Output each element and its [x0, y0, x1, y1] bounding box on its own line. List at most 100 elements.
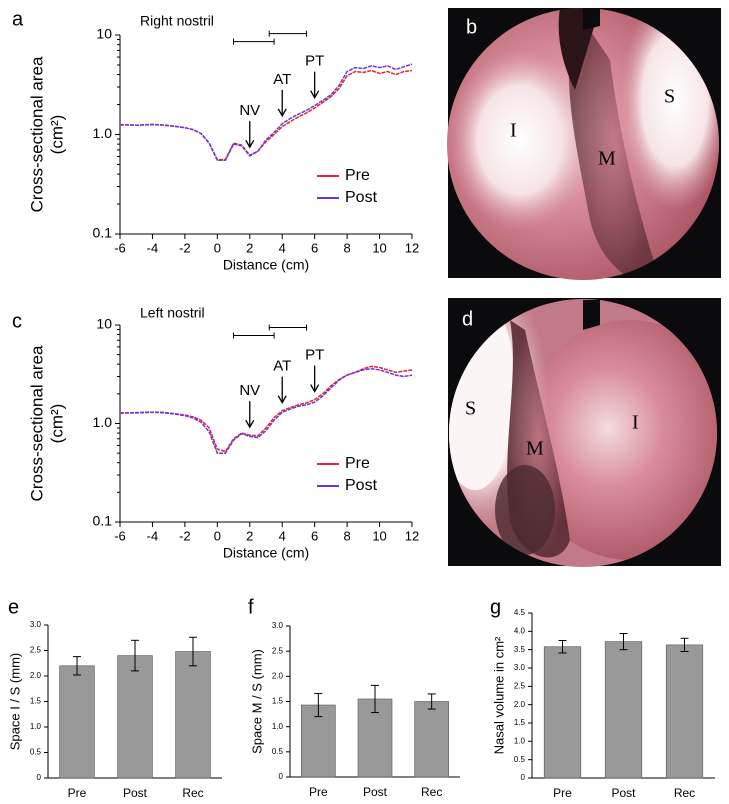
x-tick-label: Rec: [674, 786, 695, 800]
x-tick-label: -2: [179, 528, 191, 543]
annotation-label: AT: [273, 358, 291, 375]
x-tick-label: 10: [372, 528, 386, 543]
subtitle: Left nostril: [140, 305, 205, 321]
y-axis-label: (cm²): [47, 404, 66, 444]
series-line: [120, 365, 413, 453]
annotation-label: AT: [273, 71, 291, 88]
bar: [543, 646, 582, 779]
y-tick-label: 0.5: [30, 748, 42, 757]
y-tick-label: 0: [37, 773, 42, 782]
legend-label: Post: [345, 189, 378, 206]
y-tick-label: 1.0: [30, 722, 42, 731]
x-tick-label: -6: [114, 528, 126, 543]
panel-label: f: [248, 596, 254, 618]
y-tick-label: 2.0: [30, 671, 42, 680]
x-tick-label: 2: [246, 240, 253, 255]
x-tick-label: 2: [246, 528, 253, 543]
photo-label: S: [465, 398, 476, 420]
x-tick-label: 0: [214, 240, 221, 255]
x-tick-label: 8: [343, 240, 350, 255]
y-tick-label: 2.5: [272, 646, 284, 655]
photo-label: S: [664, 86, 675, 108]
y-tick-label: 2.0: [272, 671, 284, 680]
x-tick-label: -6: [114, 240, 126, 255]
y-axis-label: Cross-sectional area: [27, 345, 46, 501]
x-tick-label: Pre: [68, 786, 87, 800]
x-tick-label: Post: [123, 786, 148, 800]
x-tick-label: 4: [279, 240, 286, 255]
arrow-head: [310, 384, 320, 393]
y-tick-label: 0.5: [272, 747, 284, 756]
y-tick-label: 1.0: [272, 722, 284, 731]
bar: [59, 665, 95, 779]
x-tick-label: 0: [214, 528, 221, 543]
x-tick-label: Rec: [421, 785, 442, 799]
panel-label: c: [12, 310, 22, 332]
panel-label: a: [12, 8, 24, 30]
x-tick-label: 4: [279, 528, 286, 543]
x-axis-label: Distance (cm): [223, 545, 309, 561]
arrow-head: [277, 395, 287, 404]
bar: [175, 651, 211, 779]
y-tick-label: 10: [96, 26, 112, 42]
x-tick-label: -2: [179, 240, 191, 255]
arrow-head: [245, 419, 255, 429]
x-tick-label: 10: [372, 240, 386, 255]
photo-label: I: [510, 120, 517, 142]
legend-label: Pre: [345, 455, 370, 472]
y-tick-label: 0: [521, 773, 526, 782]
y-tick-label: 3.0: [30, 620, 42, 629]
panel-label: b: [466, 16, 477, 38]
photo-d: [448, 298, 721, 567]
y-tick-label: 3.0: [272, 621, 284, 630]
y-tick-label: 1.5: [30, 697, 42, 706]
x-tick-label: Rec: [182, 786, 203, 800]
y-axis-label: Space M / S (mm): [249, 649, 264, 754]
x-tick-label: Post: [611, 786, 636, 800]
y-tick-label: 1.0: [93, 414, 113, 430]
subtitle: Right nostril: [140, 13, 214, 29]
y-tick-label: 1.0: [93, 125, 113, 141]
panel-label: g: [490, 596, 501, 618]
x-tick-label: Pre: [553, 786, 572, 800]
arrow-head: [277, 108, 287, 118]
x-tick-label: Pre: [309, 785, 328, 799]
x-tick-label: -4: [147, 240, 159, 255]
x-tick-label: 8: [343, 528, 350, 543]
y-tick-label: 4.0: [514, 626, 526, 635]
y-tick-label: 3.5: [514, 645, 526, 654]
bar: [117, 655, 153, 779]
y-tick-label: 1.5: [514, 718, 526, 727]
y-axis-label: (cm²): [47, 115, 66, 155]
y-tick-label: 1.5: [272, 697, 284, 706]
arrow-head: [245, 139, 255, 149]
photo-label: M: [526, 438, 544, 460]
y-tick-label: 0.1: [93, 513, 113, 529]
y-tick-label: 10: [96, 316, 112, 332]
photo-b: [447, 8, 721, 280]
series-line: [119, 367, 413, 454]
x-tick-label: 12: [405, 528, 419, 543]
y-tick-label: 0.1: [93, 225, 113, 241]
panel-label: d: [462, 308, 473, 330]
y-tick-label: 1.0: [514, 736, 526, 745]
y-tick-label: 2.5: [30, 646, 42, 655]
x-tick-label: 12: [405, 240, 419, 255]
y-tick-label: 3.0: [514, 663, 526, 672]
x-tick-label: Post: [363, 785, 388, 799]
annotation-label: NV: [239, 382, 260, 399]
photo-label: M: [598, 148, 616, 170]
series-line: [120, 63, 413, 162]
y-tick-label: 2.5: [514, 681, 526, 690]
x-tick-label: -4: [147, 528, 159, 543]
y-tick-label: 0.5: [514, 755, 526, 764]
bar: [604, 641, 643, 779]
y-axis-label: Space I / S (mm): [7, 653, 22, 751]
legend-label: Post: [345, 477, 378, 494]
legend-label: Pre: [345, 167, 370, 184]
y-tick-label: 0: [279, 772, 284, 781]
series-line: [120, 69, 413, 161]
y-axis-label: Nasal volume in cm²: [491, 636, 506, 754]
bar: [414, 701, 449, 778]
